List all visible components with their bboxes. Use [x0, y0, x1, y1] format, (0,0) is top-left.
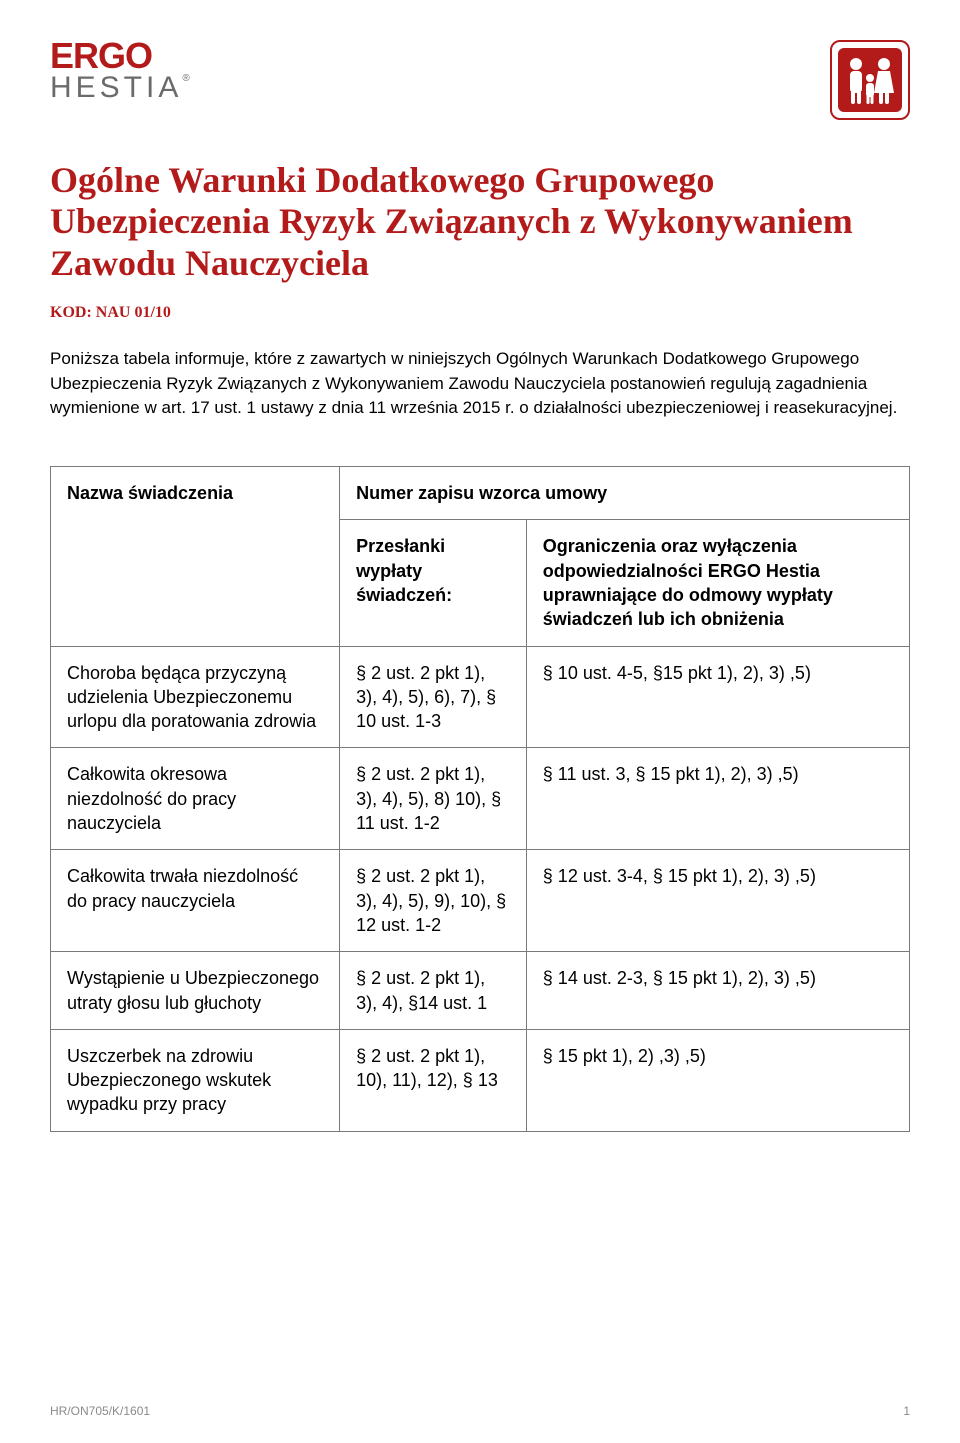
- header: ERGO HESTIA®: [50, 40, 910, 120]
- cell: § 12 ust. 3-4, § 15 pkt 1), 2), 3) ,5): [526, 850, 909, 952]
- page-footer: HR/ON705/K/1601 1: [50, 1404, 910, 1418]
- cell: Całkowita trwała niezdolność do pracy na…: [51, 850, 340, 952]
- table-row: Wystąpienie u Ubezpieczonego utraty głos…: [51, 952, 910, 1030]
- cell: Wystąpienie u Ubezpieczonego utraty głos…: [51, 952, 340, 1030]
- brand-line1: ERGO: [50, 40, 194, 72]
- brand-logo: ERGO HESTIA®: [50, 40, 194, 101]
- table-row: Uszczerbek na zdrowiu Ubezpieczonego wsk…: [51, 1029, 910, 1131]
- cell: § 2 ust. 2 pkt 1), 3), 4), §14 ust. 1: [340, 952, 527, 1030]
- table-row: Całkowita okresowa niezdolność do pracy …: [51, 748, 910, 850]
- table-col-limits: Ograniczenia oraz wyłączenia odpowiedzia…: [526, 520, 909, 646]
- table-header-top: Numer zapisu wzorca umowy: [340, 467, 910, 520]
- intro-paragraph: Poniższa tabela informuje, które z zawar…: [50, 347, 910, 421]
- cell: § 11 ust. 3, § 15 pkt 1), 2), 3) ,5): [526, 748, 909, 850]
- cell: § 2 ust. 2 pkt 1), 3), 4), 5), 8) 10), §…: [340, 748, 527, 850]
- family-icon: [830, 40, 910, 120]
- brand-line2: HESTIA®: [50, 74, 194, 101]
- cell: § 10 ust. 4-5, §15 pkt 1), 2), 3) ,5): [526, 646, 909, 748]
- footer-code: HR/ON705/K/1601: [50, 1404, 150, 1418]
- registered-mark: ®: [182, 73, 193, 84]
- page-number: 1: [903, 1404, 910, 1418]
- table-row: Całkowita trwała niezdolność do pracy na…: [51, 850, 910, 952]
- provisions-table: Nazwa świadczenia Numer zapisu wzorca um…: [50, 466, 910, 1132]
- document-title: Ogólne Warunki Dodatkowego Grupowego Ube…: [50, 160, 910, 284]
- cell: Uszczerbek na zdrowiu Ubezpieczonego wsk…: [51, 1029, 340, 1131]
- document-code: KOD: NAU 01/10: [50, 304, 910, 322]
- cell: § 2 ust. 2 pkt 1), 3), 4), 5), 9), 10), …: [340, 850, 527, 952]
- cell: § 15 pkt 1), 2) ,3) ,5): [526, 1029, 909, 1131]
- cell: § 2 ust. 2 pkt 1), 10), 11), 12), § 13: [340, 1029, 527, 1131]
- cell: Choroba będąca przyczyną udzielenia Ubez…: [51, 646, 340, 748]
- cell: § 14 ust. 2-3, § 15 pkt 1), 2), 3) ,5): [526, 952, 909, 1030]
- table-col-premises: Przesłanki wypłaty świadczeń:: [340, 520, 527, 646]
- cell: Całkowita okresowa niezdolność do pracy …: [51, 748, 340, 850]
- cell: § 2 ust. 2 pkt 1), 3), 4), 5), 6), 7), §…: [340, 646, 527, 748]
- table-col-name: Nazwa świadczenia: [51, 467, 340, 646]
- table-row: Choroba będąca przyczyną udzielenia Ubez…: [51, 646, 910, 748]
